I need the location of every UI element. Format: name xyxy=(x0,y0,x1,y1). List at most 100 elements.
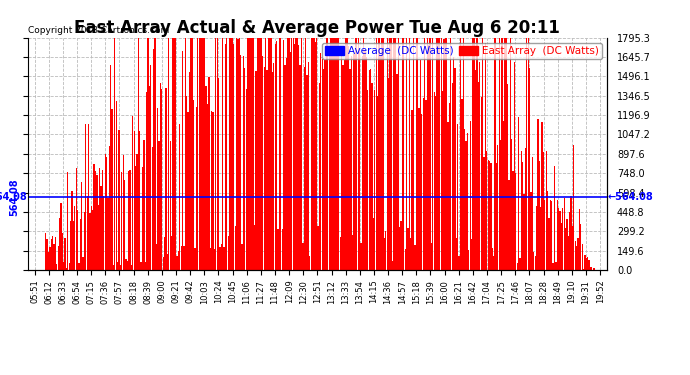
Bar xyxy=(268,38,269,270)
Bar xyxy=(222,38,224,270)
Bar xyxy=(204,38,206,270)
Bar xyxy=(575,242,576,270)
Bar xyxy=(411,110,413,270)
Bar xyxy=(342,65,344,270)
Bar xyxy=(539,162,540,270)
Bar xyxy=(283,40,284,270)
Bar xyxy=(348,46,349,270)
Bar xyxy=(335,38,337,270)
Bar xyxy=(293,38,294,270)
Bar xyxy=(413,38,414,270)
Bar xyxy=(469,122,471,270)
Bar xyxy=(217,38,218,270)
Bar xyxy=(353,54,355,270)
Bar xyxy=(389,38,391,270)
Bar xyxy=(338,38,339,270)
Bar xyxy=(166,88,167,270)
Bar xyxy=(384,238,385,270)
Bar xyxy=(468,250,469,270)
Bar xyxy=(475,70,476,270)
Bar xyxy=(499,38,500,270)
Bar xyxy=(464,129,465,270)
Bar xyxy=(96,175,97,270)
Bar xyxy=(45,233,46,270)
Bar xyxy=(330,38,331,270)
Bar xyxy=(117,262,118,270)
Bar xyxy=(406,38,407,270)
Bar xyxy=(579,209,580,270)
Bar xyxy=(573,145,575,270)
Bar xyxy=(435,96,436,270)
Bar xyxy=(52,236,53,270)
Bar xyxy=(150,65,151,270)
Bar xyxy=(562,208,564,270)
Bar xyxy=(522,162,523,270)
Bar xyxy=(410,238,411,270)
Bar xyxy=(497,144,498,270)
Bar xyxy=(510,38,511,270)
Bar xyxy=(433,92,435,270)
Bar xyxy=(185,38,186,270)
Bar xyxy=(277,229,279,270)
Bar xyxy=(123,155,124,270)
Bar xyxy=(457,124,458,270)
Bar xyxy=(378,38,380,270)
Bar xyxy=(164,237,166,270)
Bar xyxy=(504,38,505,270)
Bar xyxy=(418,108,420,270)
Text: ←564.08: ←564.08 xyxy=(608,192,653,202)
Bar xyxy=(339,237,341,270)
Bar xyxy=(392,261,393,270)
Bar xyxy=(86,196,88,270)
Bar xyxy=(124,180,125,270)
Bar xyxy=(132,116,133,270)
Bar xyxy=(351,56,352,270)
Bar xyxy=(359,49,360,270)
Bar xyxy=(554,166,555,270)
Bar xyxy=(156,244,157,270)
Bar xyxy=(75,168,77,270)
Bar xyxy=(385,231,386,270)
Bar xyxy=(273,63,275,270)
Bar xyxy=(163,257,164,270)
Bar xyxy=(49,247,50,270)
Bar xyxy=(518,117,519,270)
Bar xyxy=(244,68,246,270)
Bar xyxy=(128,171,129,270)
Bar xyxy=(251,38,253,270)
Bar xyxy=(341,56,342,270)
Bar xyxy=(139,131,140,270)
Bar xyxy=(134,131,135,270)
Bar xyxy=(74,206,75,270)
Bar xyxy=(237,39,239,270)
Bar xyxy=(88,124,89,270)
Bar xyxy=(258,38,259,270)
Bar xyxy=(197,38,199,270)
Bar xyxy=(316,38,317,270)
Bar xyxy=(109,146,110,270)
Bar xyxy=(561,223,562,270)
Bar xyxy=(228,236,229,270)
Bar xyxy=(299,65,301,270)
Bar xyxy=(207,104,208,270)
Bar xyxy=(525,148,526,270)
Bar xyxy=(542,122,543,270)
Bar xyxy=(432,38,433,270)
Bar xyxy=(496,163,497,270)
Bar xyxy=(532,156,533,270)
Bar xyxy=(297,38,298,270)
Bar xyxy=(92,210,93,270)
Bar xyxy=(59,218,60,270)
Bar xyxy=(363,38,364,270)
Bar xyxy=(102,170,103,270)
Bar xyxy=(192,38,193,270)
Bar xyxy=(450,38,451,270)
Bar xyxy=(232,38,233,270)
Bar xyxy=(590,267,591,270)
Bar xyxy=(298,45,299,270)
Bar xyxy=(190,38,192,270)
Bar xyxy=(553,263,554,270)
Bar xyxy=(253,38,254,270)
Bar xyxy=(213,112,214,270)
Bar xyxy=(196,108,197,270)
